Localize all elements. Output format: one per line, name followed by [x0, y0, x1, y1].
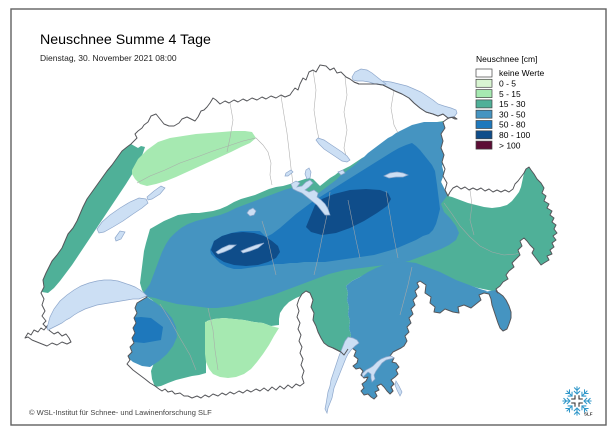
svg-text:© WSL-Institut für Schnee- und: © WSL-Institut für Schnee- und Lawinenfo… [29, 408, 212, 417]
svg-text:50 - 80: 50 - 80 [499, 120, 526, 130]
svg-text:5 - 15: 5 - 15 [499, 89, 521, 99]
svg-text:Neuschnee Summe 4 Tage: Neuschnee Summe 4 Tage [40, 32, 211, 48]
svg-text:> 100: > 100 [499, 140, 521, 150]
svg-text:0 - 5: 0 - 5 [499, 79, 516, 89]
svg-text:80 - 100: 80 - 100 [499, 130, 530, 140]
svg-text:30 - 50: 30 - 50 [499, 109, 526, 119]
svg-text:Neuschnee [cm]: Neuschnee [cm] [476, 54, 537, 64]
svg-text:SLF: SLF [584, 412, 593, 417]
svg-text:Dienstag, 30. November 2021 08: Dienstag, 30. November 2021 08:00 [40, 53, 177, 63]
svg-text:15 - 30: 15 - 30 [499, 99, 526, 109]
svg-text:keine Werte: keine Werte [499, 68, 544, 78]
